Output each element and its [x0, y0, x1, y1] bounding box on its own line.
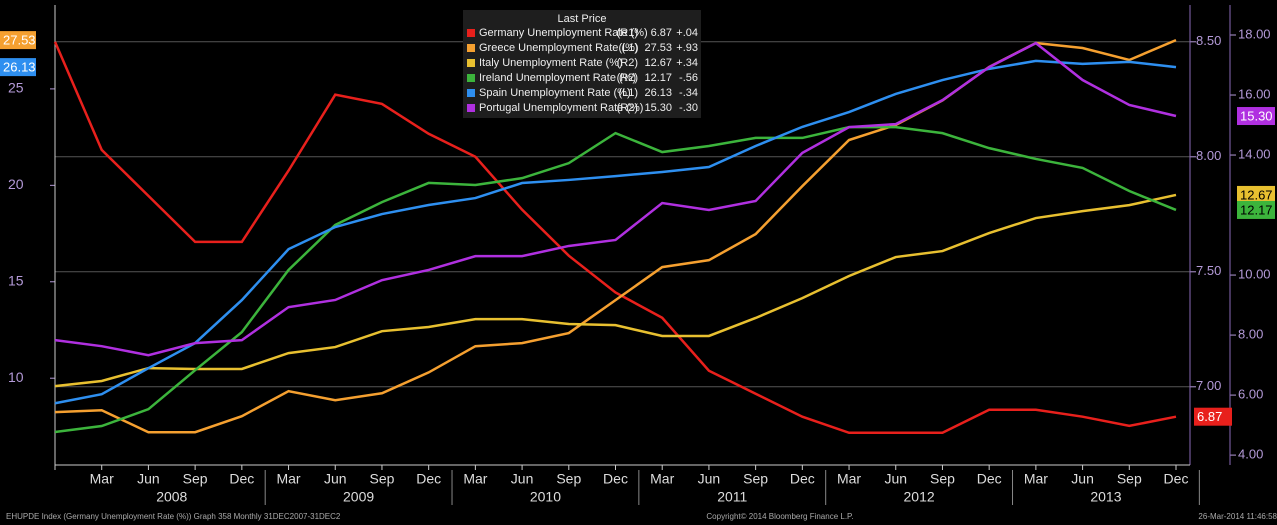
x-tick-label: Jun [698, 471, 721, 487]
y3-tick-label: 6.00 [1238, 387, 1263, 402]
footer-left: EHUPDE Index (Germany Unemployment Rate … [6, 512, 341, 521]
x-tick-label: Dec [1164, 471, 1189, 487]
legend-change: +.04 [676, 27, 698, 39]
legend-swatch [467, 104, 475, 112]
legend-axis: (L1) [618, 87, 638, 99]
x-tick-label: Mar [837, 471, 861, 487]
legend-last: 12.67 [644, 57, 672, 69]
x-tick-label: Mar [650, 471, 674, 487]
legend-change: +.34 [676, 57, 698, 69]
x-tick-label: Jun [1071, 471, 1094, 487]
price-flag-label: 12.67 [1240, 187, 1273, 202]
price-flag [1237, 185, 1275, 204]
price-flag [0, 31, 36, 50]
x-tick-label: Mar [1024, 471, 1048, 487]
x-tick-label: Sep [930, 471, 955, 487]
y-tick-label: 10 [8, 369, 24, 385]
x-tick-label: Sep [369, 471, 394, 487]
legend-change: +.93 [676, 42, 698, 54]
y3-tick-label: 16.00 [1238, 86, 1271, 101]
legend-swatch [467, 59, 475, 67]
y-tick-label: 25 [8, 80, 24, 96]
x-tick-label: Dec [603, 471, 628, 487]
line [54, 41, 1177, 357]
legend-last: 26.13 [644, 87, 672, 99]
year-label: 2011 [717, 489, 747, 505]
footer-right: 26-Mar-2014 11:46:58 [1198, 512, 1277, 521]
x-tick-label: Jun [884, 471, 907, 487]
legend-axis: (R2) [617, 57, 638, 69]
legend-label: Ireland Unemployment Rate (%) [479, 72, 636, 84]
legend-label: Portugal Unemployment Rate (%) [479, 102, 643, 114]
legend-axis: (R1) [617, 27, 638, 39]
x-tick-label: Sep [183, 471, 208, 487]
legend-last: 6.87 [651, 27, 672, 39]
price-flag [1194, 407, 1232, 426]
y2-tick-label: 7.00 [1196, 378, 1221, 393]
x-tick-label: Mar [463, 471, 487, 487]
y3-tick-label: 10.00 [1238, 266, 1271, 281]
line [53, 41, 1177, 435]
y3-tick-label: 18.00 [1238, 26, 1271, 41]
price-flag-label: 27.53 [3, 33, 36, 48]
legend-label: Spain Unemployment Rate (%) [479, 87, 631, 99]
legend-title: Last Price [558, 13, 607, 25]
legend-swatch [467, 89, 475, 97]
y3-tick-label: 8.00 [1238, 327, 1263, 342]
price-flag [0, 58, 36, 77]
y2-tick-label: 8.00 [1196, 148, 1221, 163]
legend-box [463, 10, 701, 118]
legend-axis: (R2) [617, 102, 638, 114]
legend-last: 27.53 [644, 42, 672, 54]
x-tick-label: Sep [556, 471, 581, 487]
x-tick-label: Sep [743, 471, 768, 487]
year-label: 2013 [1090, 489, 1121, 505]
line [54, 125, 1177, 434]
x-tick-label: Dec [790, 471, 815, 487]
legend-swatch [467, 29, 475, 37]
x-tick-label: Dec [977, 471, 1002, 487]
price-flag-label: 15.30 [1240, 108, 1273, 123]
y2-tick-label: 7.50 [1196, 263, 1221, 278]
y3-tick-label: 14.00 [1238, 146, 1271, 161]
legend-axis: (R2) [617, 72, 638, 84]
y3-tick-label: 4.00 [1238, 447, 1263, 462]
legend-change: -.34 [679, 87, 698, 99]
year-label: 2012 [904, 489, 935, 505]
x-tick-label: Sep [1117, 471, 1142, 487]
price-flag-label: 26.13 [3, 60, 36, 75]
legend-change: -.30 [679, 102, 698, 114]
price-flag-label: 12.17 [1240, 202, 1273, 217]
x-tick-label: Jun [324, 471, 347, 487]
price-flag-label: 6.87 [1197, 409, 1222, 424]
year-label: 2010 [530, 489, 561, 505]
legend-last: 12.17 [644, 72, 672, 84]
legend-swatch [467, 44, 475, 52]
x-tick-label: Dec [229, 471, 254, 487]
x-tick-label: Jun [511, 471, 534, 487]
legend-last: 15.30 [644, 102, 672, 114]
legend-change: -.56 [679, 72, 698, 84]
x-tick-label: Jun [137, 471, 160, 487]
y-tick-label: 15 [8, 272, 24, 288]
year-label: 2008 [156, 489, 187, 505]
price-flag [1237, 107, 1275, 126]
line [54, 59, 1177, 405]
x-tick-label: Mar [276, 471, 300, 487]
y2-tick-label: 8.50 [1196, 33, 1221, 48]
x-tick-label: Dec [416, 471, 441, 487]
footer-center: Copyright© 2014 Bloomberg Finance L.P. [706, 512, 853, 521]
year-label: 2009 [343, 489, 374, 505]
x-tick-label: Mar [90, 471, 114, 487]
legend-label: Italy Unemployment Rate (%) [479, 57, 623, 69]
y-tick-label: 20 [8, 176, 24, 192]
legend-label: Greece Unemployment Rate (%) [479, 42, 639, 54]
legend-label: Germany Unemployment Rate (%) [479, 27, 648, 39]
legend-swatch [467, 74, 475, 82]
legend-axis: (L1) [618, 42, 638, 54]
line [54, 193, 1177, 388]
price-flag [1237, 200, 1275, 219]
